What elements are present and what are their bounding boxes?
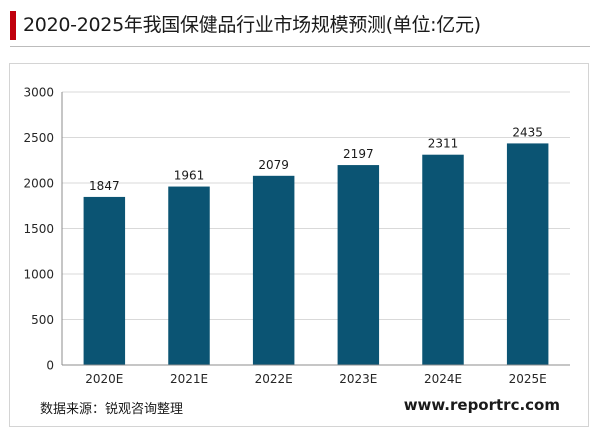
x-tick-label: 2022E bbox=[255, 372, 293, 386]
labels: 0 500 1000 1500 2000 2500 3000 1847 2020E 1961 202… bbox=[23, 86, 546, 387]
bar-2025E bbox=[506, 143, 549, 365]
data-label-2022E: 2079 bbox=[258, 158, 289, 172]
bars bbox=[83, 143, 549, 365]
website-link[interactable]: www.reportrc.com bbox=[403, 396, 560, 414]
x-tick-label: 2025E bbox=[509, 372, 547, 386]
axes bbox=[61, 92, 570, 366]
x-tick-label: 2023E bbox=[339, 372, 377, 386]
y-tick-label: 500 bbox=[31, 313, 54, 327]
bar-2023E bbox=[337, 165, 380, 365]
bar-2022E bbox=[252, 175, 295, 365]
data-label-2023E: 2197 bbox=[343, 147, 374, 161]
bar-2021E bbox=[168, 186, 210, 365]
data-label-2020E: 1847 bbox=[89, 179, 120, 193]
bar-2020E bbox=[83, 196, 126, 365]
gridlines bbox=[62, 91, 570, 320]
y-tick-label: 1000 bbox=[23, 268, 54, 282]
title-divider bbox=[10, 46, 590, 47]
bar-2024E bbox=[422, 154, 464, 365]
data-label-2021E: 1961 bbox=[174, 169, 205, 183]
y-tick-label: 1500 bbox=[23, 222, 54, 236]
page-title: 2020-2025年我国保健品行业市场规模预测(单位:亿元) bbox=[23, 14, 481, 36]
data-label-2024E: 2311 bbox=[428, 137, 459, 151]
y-tick-label: 2500 bbox=[23, 131, 54, 145]
y-tick-label: 0 bbox=[46, 359, 54, 373]
x-tick-label: 2020E bbox=[85, 372, 123, 386]
title-bar: 2020-2025年我国保健品行业市场规模预测(单位:亿元) bbox=[10, 7, 590, 47]
y-tick-label: 2000 bbox=[23, 177, 54, 191]
data-source: 数据来源：锐观咨询整理 bbox=[40, 402, 184, 417]
title-accent-bar bbox=[10, 11, 16, 40]
x-tick-label: 2024E bbox=[424, 372, 462, 386]
data-label-2025E: 2435 bbox=[512, 125, 543, 139]
y-tick-label: 3000 bbox=[23, 86, 54, 100]
x-tick-label: 2021E bbox=[170, 372, 208, 386]
